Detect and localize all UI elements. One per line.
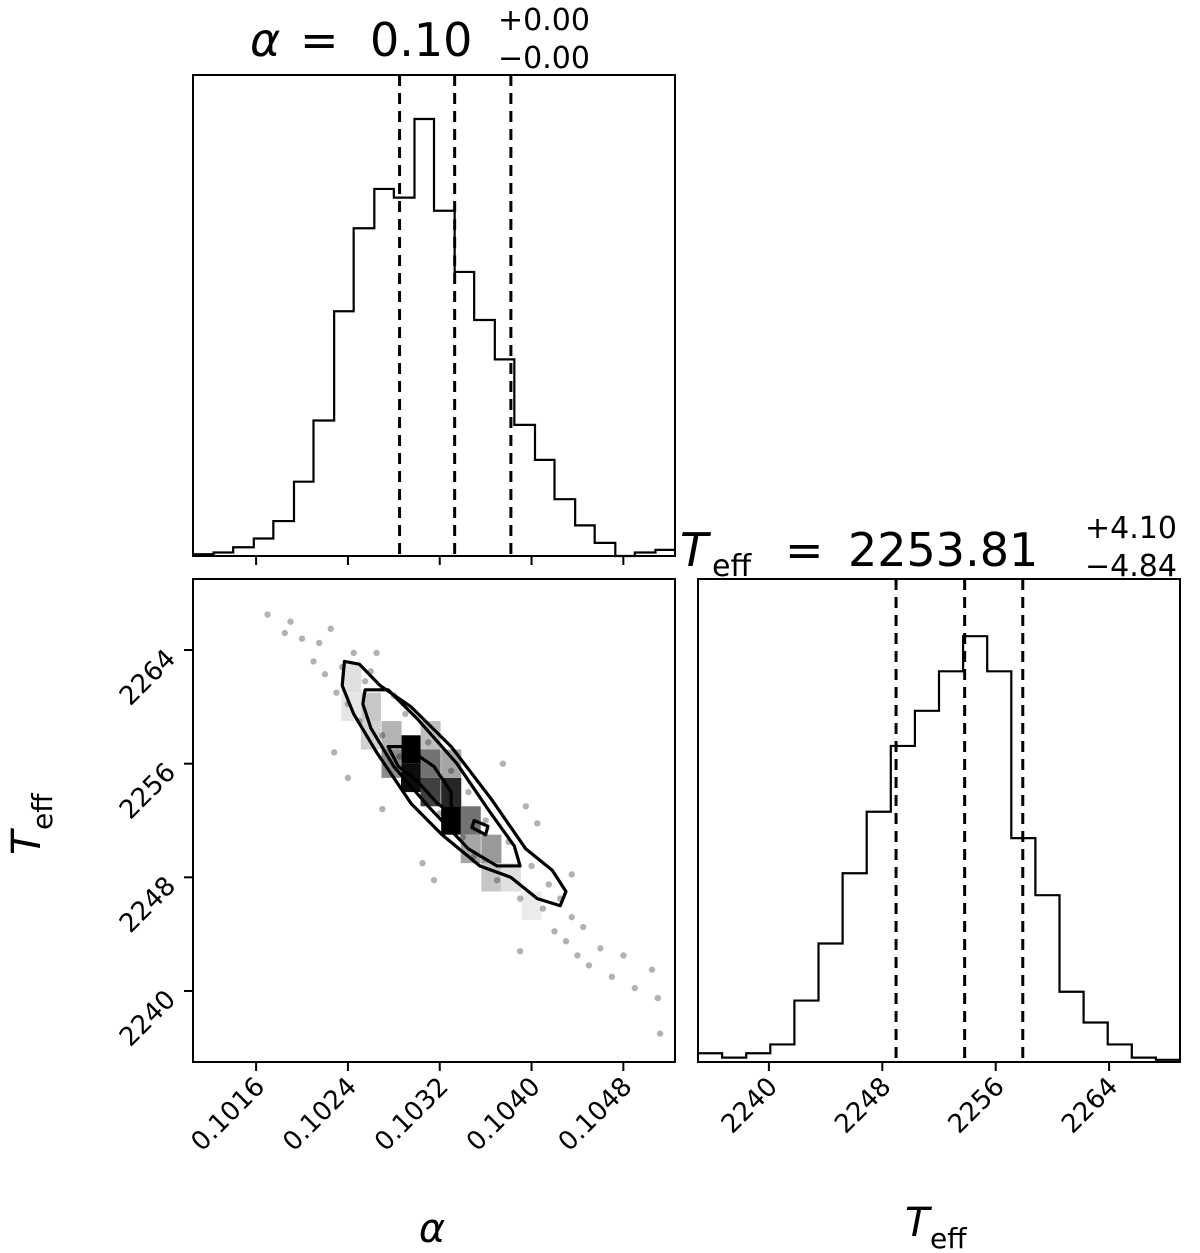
scatter-point-1 xyxy=(281,629,289,637)
teff-xtick-label-0: 2240 xyxy=(716,1072,784,1140)
scatter-point-50 xyxy=(499,760,507,767)
scatter-point-7 xyxy=(327,625,334,632)
scatter-point-24 xyxy=(465,788,472,796)
scatter-point-22 xyxy=(448,767,455,774)
density-cell-18 xyxy=(360,721,381,750)
teff-ytick-label-2: 2256 xyxy=(114,757,182,825)
teff-frame xyxy=(697,578,1181,1063)
alpha-title-minus: −0.00 xyxy=(498,41,590,76)
y-label-teff-sub: eff xyxy=(26,793,59,830)
scatter-point-11 xyxy=(350,649,357,657)
alpha-title-value: 0.10 xyxy=(370,13,472,67)
teff-ytick-label-3: 2264 xyxy=(114,644,182,712)
scatter-point-48 xyxy=(344,774,352,782)
scatter-point-55 xyxy=(568,871,575,878)
contour-3 xyxy=(470,818,490,837)
alpha-xtick-label-0: 0.1016 xyxy=(186,1072,272,1158)
scatter-point-51 xyxy=(522,803,530,810)
scatter-point-41 xyxy=(608,973,616,980)
scatter-point-13 xyxy=(361,678,369,685)
contour-0 xyxy=(340,659,568,908)
scatter-point-38 xyxy=(579,923,587,931)
teff-xtick-label-2: 2256 xyxy=(943,1072,1011,1140)
density-cell-17 xyxy=(441,749,462,778)
scatter-point-5 xyxy=(316,639,323,647)
teff-title-equals: = xyxy=(785,523,824,577)
scatter-point-37 xyxy=(574,952,581,959)
scatter-point-18 xyxy=(402,710,409,718)
teff-xtick-label-1: 2248 xyxy=(829,1072,897,1140)
density-cell-15 xyxy=(481,834,502,864)
alpha-title: α = 0.10 +0.00 −0.00 xyxy=(250,3,590,76)
teff-title-symbol: T xyxy=(680,523,712,577)
scatter-point-42 xyxy=(620,952,627,959)
teff-title: T eff = 2253.81 +4.10 −4.84 xyxy=(680,511,1177,584)
scatter-point-30 xyxy=(528,862,535,870)
scatter-point-36 xyxy=(568,913,575,921)
scatter-point-3 xyxy=(298,635,306,642)
contour-1 xyxy=(361,688,522,868)
density-cell-11 xyxy=(341,664,362,693)
scatter-point-26 xyxy=(482,817,489,824)
scatter-point-4 xyxy=(310,658,317,665)
alpha-frame xyxy=(192,74,676,557)
scatter-point-56 xyxy=(379,805,386,813)
x-axis-label-teff: T eff xyxy=(905,1200,967,1253)
scatter-point-15 xyxy=(379,732,386,739)
teff-title-plus: +4.10 xyxy=(1085,511,1177,546)
scatter-point-53 xyxy=(419,859,426,867)
scatter-point-52 xyxy=(534,820,541,827)
scatter-point-27 xyxy=(493,876,501,884)
alpha-xtick-label-2: 0.1032 xyxy=(369,1072,455,1158)
alpha-title-symbol: α xyxy=(250,13,280,67)
scatter-point-54 xyxy=(430,876,438,884)
density-cell-9 xyxy=(381,721,402,750)
scatter-point-40 xyxy=(597,945,604,952)
teff-ytick-label-1: 2248 xyxy=(114,871,182,939)
x-label-teff-symbol: T xyxy=(905,1200,933,1246)
teff-histogram-panel: 2240 2248 2256 2264 xyxy=(697,578,1181,1140)
scatter-point-31 xyxy=(539,905,547,912)
alpha-xtick-label-1: 0.1024 xyxy=(277,1072,363,1158)
scatter-point-44 xyxy=(648,966,656,973)
scatter-point-43 xyxy=(631,984,639,992)
x-axis-label-alpha: α xyxy=(419,1206,445,1252)
alpha-xtick-label-3: 0.1040 xyxy=(461,1072,547,1158)
scatter-point-29 xyxy=(516,895,524,902)
alpha-title-equals: = xyxy=(300,13,339,67)
scatter-point-20 xyxy=(425,739,432,746)
scatter-point-17 xyxy=(396,753,403,760)
scatter-point-49 xyxy=(373,649,380,657)
contour-2 xyxy=(386,745,453,815)
scatter-point-46 xyxy=(654,994,661,1002)
density-cell-12 xyxy=(481,863,502,892)
alpha-teff-frame xyxy=(192,578,676,1063)
alpha-xtick-label-4: 0.1048 xyxy=(553,1072,639,1158)
scatter-point-35 xyxy=(562,938,570,945)
teff-ytick-label-0: 2240 xyxy=(114,985,182,1053)
alpha-histogram-steps xyxy=(193,117,675,558)
scatter-point-39 xyxy=(585,962,593,969)
scatter-point-32 xyxy=(545,881,552,888)
alpha-teff-2d-panel: 0.1016 0.1024 0.1032 0.1040 0.1048 2240 2248 22… xyxy=(114,578,676,1158)
scatter-point-8 xyxy=(333,689,340,696)
alpha-title-plus: +0.00 xyxy=(498,3,590,38)
density-cell-6 xyxy=(460,806,481,835)
scatter-point-6 xyxy=(321,670,329,678)
scatter-point-57 xyxy=(516,947,524,955)
y-axis-label-teff: T eff xyxy=(4,793,59,855)
teff-xtick-label-3: 2264 xyxy=(1056,1072,1124,1140)
x-label-alpha-symbol: α xyxy=(419,1206,445,1252)
scatter-point-47 xyxy=(330,749,338,756)
y-label-teff-symbol: T xyxy=(4,827,50,855)
scatter-point-2 xyxy=(287,618,294,625)
teff-title-value: 2253.81 xyxy=(848,523,1038,577)
alpha-histogram-panel xyxy=(192,74,676,565)
teff-histogram-steps xyxy=(698,635,1180,1061)
scatter-point-0 xyxy=(264,611,271,618)
x-label-teff-sub: eff xyxy=(930,1222,967,1253)
scatter-point-33 xyxy=(551,928,558,935)
scatter-point-45 xyxy=(656,1030,664,1037)
